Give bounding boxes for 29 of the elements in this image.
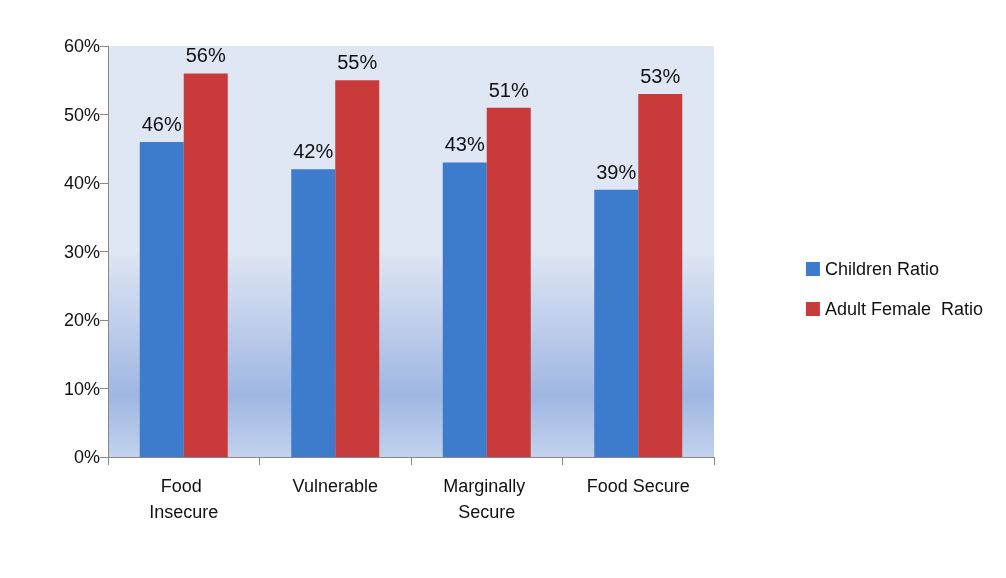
legend-label: Adult Female Ratio xyxy=(824,299,984,319)
bar xyxy=(638,93,683,457)
y-tick-label: 40% xyxy=(63,173,100,193)
y-tick-label: 20% xyxy=(63,310,100,330)
data-label: 39% xyxy=(596,160,637,183)
data-label: 53% xyxy=(640,64,681,87)
bar xyxy=(291,169,336,457)
x-tick-label: Marginally Secure xyxy=(443,476,531,522)
bar xyxy=(594,189,639,457)
bar xyxy=(335,80,380,457)
x-tick-label: Food Secure xyxy=(586,476,690,496)
legend-label: Children Ratio xyxy=(824,259,939,279)
bar xyxy=(139,141,184,457)
y-tick-label: 0% xyxy=(73,447,100,467)
bar xyxy=(486,107,531,457)
data-label: 43% xyxy=(444,133,485,156)
bar xyxy=(442,162,487,457)
y-tick-label: 60% xyxy=(63,36,100,56)
bar xyxy=(183,73,228,457)
y-tick-label: 10% xyxy=(63,378,100,399)
x-tick-label: Vulnerable xyxy=(292,476,378,496)
x-tick-label: Food Insecure xyxy=(149,476,219,522)
data-label: 46% xyxy=(141,112,182,135)
data-label: 55% xyxy=(337,51,378,74)
y-tick-label: 50% xyxy=(63,104,100,125)
y-tick-label: 30% xyxy=(63,241,100,262)
data-label: 42% xyxy=(293,140,334,163)
data-label: 56% xyxy=(185,44,226,67)
data-label: 51% xyxy=(488,78,529,101)
